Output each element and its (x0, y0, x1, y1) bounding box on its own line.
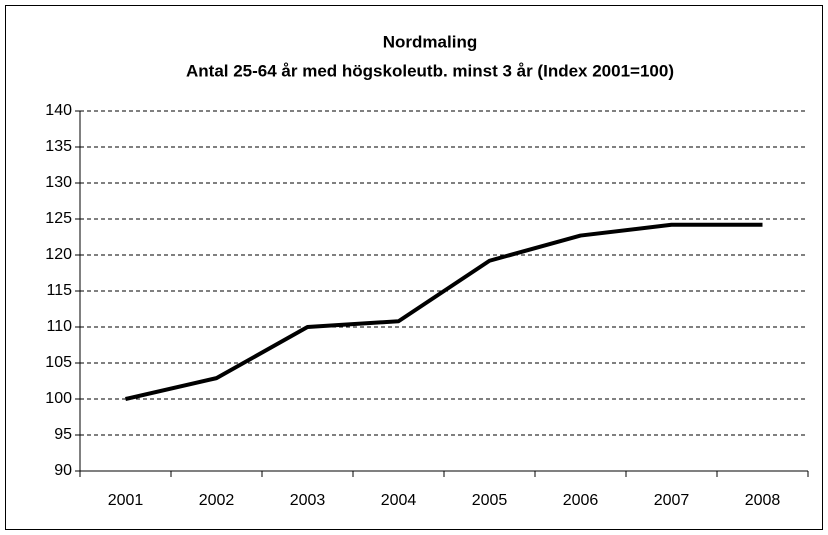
y-tick-label: 110 (46, 318, 72, 335)
x-tick-label: 2006 (563, 492, 599, 509)
x-tick-label: 2002 (199, 492, 235, 509)
chart-subtitle: Antal 25-64 år med högskoleutb. minst 3 … (186, 61, 674, 80)
y-tick-label: 115 (46, 282, 72, 299)
x-tick-label: 2004 (381, 492, 417, 509)
y-tick-label: 120 (45, 246, 72, 263)
x-tick-label: 2008 (745, 492, 781, 509)
chart-title: Nordmaling (383, 32, 477, 51)
y-tick-label: 140 (45, 102, 72, 119)
data-line (125, 222, 763, 401)
y-tick-label: 105 (45, 354, 72, 371)
y-tick-label: 125 (45, 210, 72, 227)
y-tick-label: 135 (45, 138, 72, 155)
y-tick-label: 95 (54, 426, 72, 443)
x-tick-label: 2003 (290, 492, 326, 509)
x-tick-label: 2001 (108, 492, 144, 509)
y-tick-label: 90 (54, 462, 72, 479)
x-tick-label: 2007 (654, 492, 690, 509)
y-tick-label: 100 (45, 390, 72, 407)
y-tick-label: 130 (45, 174, 72, 191)
x-tick-label: 2005 (472, 492, 508, 509)
chart-border (5, 5, 823, 530)
